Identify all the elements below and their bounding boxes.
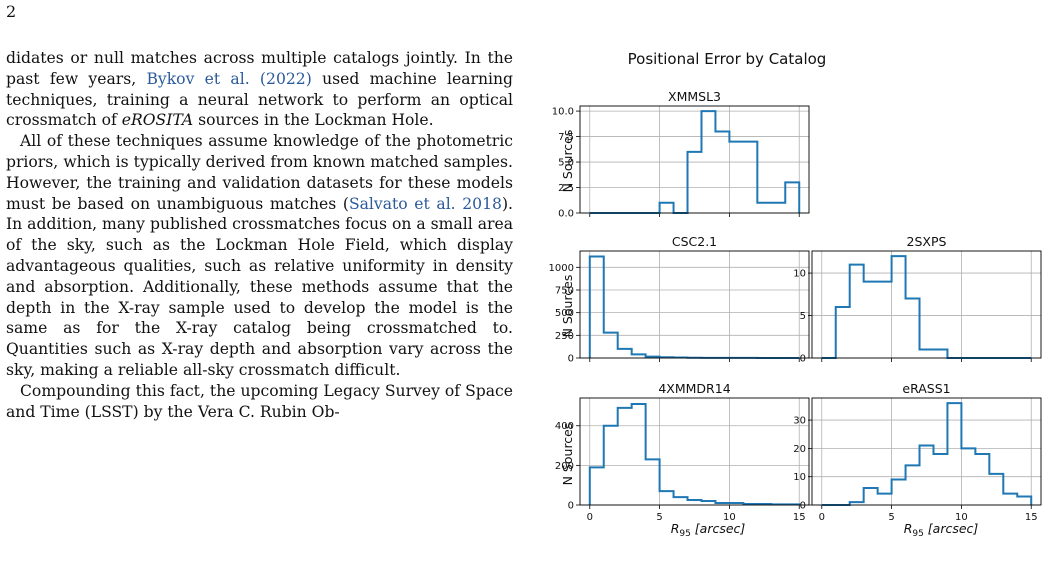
ytick-label: 1000: [549, 263, 574, 274]
ytick-label: 250: [555, 331, 574, 342]
paragraph-3-text-a: Compounding this fact, the upcoming Lega…: [6, 381, 513, 421]
ytick-label: 2.5: [558, 183, 574, 194]
paragraph-2-text-a: All of these techniques assume knowledge…: [6, 132, 513, 213]
ytick-label: 0.0: [558, 209, 574, 220]
ytick-label: 0: [568, 354, 574, 365]
histogram-series-erass1: [821, 402, 1033, 506]
ytick-label: 750: [555, 285, 574, 296]
ylabel-row-1: N Sources: [560, 130, 575, 193]
positional-error-figure: Positional Error by Catalog XMMSL3 0.0 2.5…: [540, 40, 1049, 571]
ytick-label: 5.0: [558, 158, 574, 169]
ytick-label: 10: [793, 472, 806, 483]
panel-2sxps: 2SXPS 0 5 10: [793, 234, 1042, 365]
xlabel-bottom-left: R95 [arcsec]: [671, 521, 746, 539]
paragraph-1-text-a: didates or null matches across multiple …: [6, 49, 513, 88]
xtick-label: 10: [955, 512, 968, 523]
paragraph-3: Compounding this fact, the upcoming Lega…: [6, 381, 513, 423]
panel-frame: [811, 250, 1042, 359]
histogram-series-4xmmdr14: [588, 402, 801, 506]
paragraph-1-text-b: used machine learning techniques, traini…: [6, 69, 514, 130]
panel-frame: [579, 250, 810, 359]
paragraph-2-text-b: ). In addition, many published crossmatc…: [6, 194, 513, 379]
ytick-label: 7.5: [558, 132, 574, 143]
panel-erass1: eRASS1 0 10 20 30 0 5 10 15: [793, 381, 1042, 523]
page-number: 2: [6, 2, 17, 21]
histogram-series-2sxps: [821, 255, 1032, 359]
ytick-label: 10.0: [552, 107, 574, 118]
citation-bykov-2022[interactable]: Bykov et al. (2022): [146, 69, 312, 88]
ytick-label: 0: [800, 354, 806, 365]
ytick-label: 20: [793, 444, 806, 455]
paragraph-1-text-c: sources in the Lockman Hole.: [193, 111, 434, 130]
ytick-label: 10: [793, 269, 806, 280]
xtick-label: 5: [656, 512, 662, 523]
panel-frame: [811, 397, 1042, 506]
xtick-label: 10: [723, 512, 736, 523]
panel-title-4xmmdr14: 4XMMDR14: [658, 381, 730, 396]
figure-title: Positional Error by Catalog: [628, 50, 827, 68]
citation-salvato-2018[interactable]: Salvato et al. 2018: [348, 194, 502, 213]
panel-title-xmmsl3: XMMSL3: [668, 89, 721, 104]
ytick-label: 500: [555, 308, 574, 319]
paragraph-2: All of these techniques assume knowledge…: [6, 131, 513, 381]
histogram-series-csc2-1: [588, 255, 800, 359]
ylabel-row-2: N Sources: [560, 275, 575, 338]
ytick-label: 30: [793, 416, 806, 427]
panel-title-csc2-1: CSC2.1: [672, 234, 717, 249]
ylabel-row-3: N Sources: [560, 423, 575, 486]
xtick-label: 15: [793, 512, 806, 523]
histogram-figure-svg: Positional Error by Catalog XMMSL3 0.0 2.5…: [549, 50, 1042, 539]
panel-csc2-1: CSC2.1 0 250 500 750 1000: [549, 234, 810, 365]
panel-frame: [579, 397, 810, 506]
panel-title-2sxps: 2SXPS: [907, 234, 947, 249]
xtick-label: 15: [1025, 512, 1038, 523]
ytick-label: 200: [555, 461, 574, 472]
erosita-emphasis: eROSITA: [121, 111, 194, 130]
paragraph-1: didates or null matches across multiple …: [6, 48, 513, 131]
body-text-column: didates or null matches across multiple …: [6, 48, 513, 422]
panel-frame: [579, 105, 810, 214]
panel-xmmsl3: XMMSL3 0.0 2.5 5.0 7.5 10.0: [552, 89, 810, 220]
xtick-label: 0: [819, 512, 825, 523]
ytick-label: 0: [800, 501, 806, 512]
ytick-label: 0: [568, 501, 574, 512]
panel-title-erass1: eRASS1: [902, 381, 950, 396]
xlabel-bottom-right: R95 [arcsec]: [904, 521, 979, 539]
ytick-label: 5: [800, 311, 806, 322]
xtick-label: 5: [888, 512, 894, 523]
ytick-label: 400: [555, 421, 574, 432]
xtick-label: 0: [587, 512, 593, 523]
